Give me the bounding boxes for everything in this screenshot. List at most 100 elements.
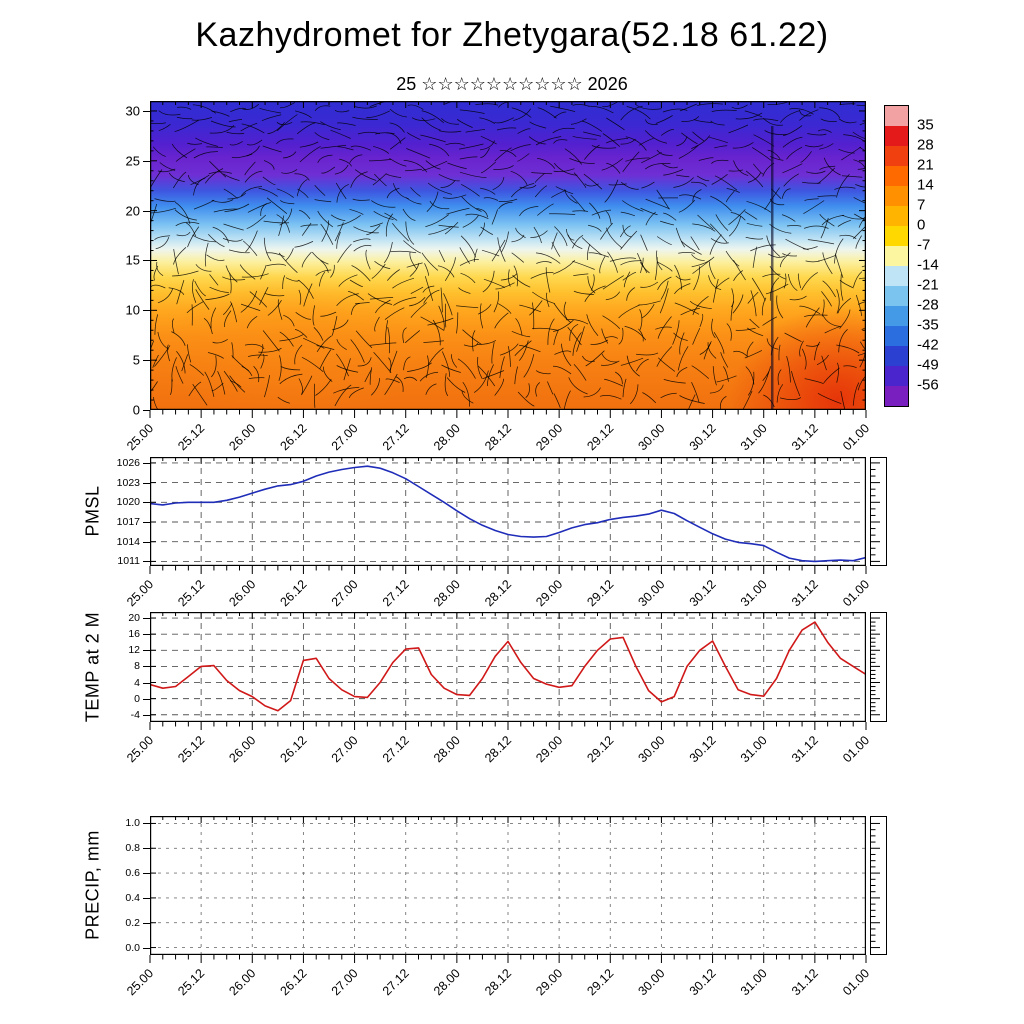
colorbar-segment	[885, 366, 908, 386]
x-tick-label: 30.12	[687, 577, 719, 609]
x-tick-label: 01.00	[840, 733, 872, 765]
x-tick-label: 29.00	[533, 421, 565, 453]
colorbar-tick-label: -49	[917, 356, 939, 374]
x-tick-label: 26.12	[278, 421, 310, 453]
inner-ticks	[150, 816, 854, 949]
y-tick-label: 0	[134, 692, 140, 705]
colorbar-segment	[885, 186, 908, 206]
y-tick-mark	[143, 522, 150, 523]
temp-right-axis	[870, 612, 887, 722]
y-tick-label: 16	[128, 627, 140, 640]
y-tick-label: 0	[132, 402, 140, 418]
inner-ticks	[150, 457, 854, 562]
pmsl-chart	[150, 457, 866, 566]
x-tick-label: 26.00	[226, 577, 258, 609]
x-tick-label: 28.00	[431, 577, 463, 609]
x-tick-label: 01.00	[840, 966, 872, 998]
x-axis-ticks	[149, 566, 867, 574]
y-tick-label: 25	[125, 153, 140, 169]
pmsl-right-axis	[870, 457, 887, 566]
y-tick-mark	[143, 482, 150, 484]
y-tick-mark	[143, 947, 150, 949]
x-tick-label: 30.00	[636, 966, 668, 998]
x-axis-ticks	[149, 722, 867, 730]
x-tick-label: 31.00	[738, 421, 770, 453]
colorbar-segment	[885, 346, 908, 366]
right-axis-ticks	[870, 617, 880, 716]
colorbar-tick-label: -35	[917, 316, 939, 334]
y-tick-label: 8	[134, 660, 140, 673]
temp-panel	[150, 612, 866, 722]
cross-section-panel	[150, 101, 866, 410]
colorbar-tick-label: 35	[917, 116, 934, 134]
x-tick-label: 28.00	[431, 966, 463, 998]
y-tick-label: 20	[125, 203, 140, 219]
x-tick-label: 27.12	[380, 966, 412, 998]
x-tick-label: 26.12	[278, 577, 310, 609]
x-tick-label: 26.00	[226, 733, 258, 765]
temp-x-axis: 25.00 25.12 26.00 26.12 27.00 27.12 28.00 28.12…	[124, 722, 872, 765]
cross-section-x-axis: 25.00 25.12 26.00 26.12 27.00 27.12 28.00 28.12…	[124, 410, 872, 453]
y-tick-mark	[143, 650, 150, 652]
y-tick-mark	[143, 897, 150, 899]
colorbar-segment	[885, 126, 908, 146]
y-tick-label: 0.2	[125, 916, 140, 929]
x-tick-label: 27.00	[329, 421, 361, 453]
y-tick-mark	[143, 502, 150, 504]
precip-x-axis: 25.00 25.12 26.00 26.12 27.00 27.12 28.00 28.12…	[124, 955, 872, 998]
colorbar-segment	[885, 146, 908, 166]
x-tick-label: 25.00	[124, 577, 156, 609]
colorbar-tick-label: -28	[917, 296, 939, 314]
y-tick-mark	[143, 922, 150, 924]
colorbar-tick-label: 28	[917, 136, 934, 154]
precip-chart	[150, 816, 866, 955]
pmsl-line	[150, 465, 866, 563]
y-tick-label: 0.4	[125, 891, 140, 904]
y-tick-mark	[143, 310, 150, 312]
x-tick-label: 25.12	[175, 733, 207, 765]
x-tick-label: 31.00	[738, 733, 770, 765]
y-tick-mark	[143, 634, 150, 636]
y-tick-label: 5	[132, 352, 140, 368]
y-tick-label: 1017	[116, 515, 140, 528]
grid-lines	[150, 457, 866, 566]
colorbar-labels: 35 28 21 14 7 0 -7 -14 -21 -28 -35 -42 -49 -56	[917, 105, 969, 405]
x-tick-label: 27.00	[329, 733, 361, 765]
y-tick-label: 10	[125, 302, 140, 318]
x-axis-ticks	[149, 410, 867, 418]
x-tick-label: 26.12	[278, 733, 310, 765]
x-tick-label: 25.12	[175, 966, 207, 998]
wind-barbs-layer	[150, 101, 866, 410]
temp-at-2-m-line	[150, 621, 866, 712]
colorbar-tick-label: 21	[917, 156, 934, 174]
x-tick-label: 29.12	[584, 577, 616, 609]
colorbar-tick-label: -56	[917, 376, 939, 394]
colorbar-segment	[885, 306, 908, 326]
colorbar-segment	[885, 226, 908, 246]
x-tick-label: 31.12	[789, 421, 821, 453]
x-tick-label: 29.12	[584, 421, 616, 453]
y-tick-label: 20	[128, 611, 140, 624]
y-tick-mark	[143, 682, 150, 684]
y-tick-label: 12	[128, 644, 140, 657]
precip-panel	[150, 816, 866, 955]
x-tick-label: 01.00	[840, 577, 872, 609]
x-tick-label: 31.12	[789, 733, 821, 765]
y-tick-mark	[143, 410, 150, 411]
y-tick-mark	[143, 160, 150, 162]
x-tick-label: 28.00	[431, 733, 463, 765]
x-axis-labels: 25.00 25.12 26.00 26.12 27.00 27.12 28.00 28.12…	[124, 966, 872, 998]
x-tick-label: 27.12	[380, 577, 412, 609]
colorbar-segment	[885, 106, 908, 126]
colorbar-segment	[885, 166, 908, 186]
date-subtitle: 25 ☆☆☆☆☆☆☆☆☆☆ 2026	[396, 74, 628, 94]
x-tick-label: 29.00	[533, 966, 565, 998]
y-tick-label: -4	[130, 708, 140, 721]
y-tick-mark	[143, 541, 150, 543]
colorbar-segment	[885, 286, 908, 306]
colorbar-tick-label: 0	[917, 216, 926, 234]
x-tick-label: 30.00	[636, 733, 668, 765]
x-tick-label: 27.00	[329, 577, 361, 609]
grid-lines	[150, 612, 866, 722]
